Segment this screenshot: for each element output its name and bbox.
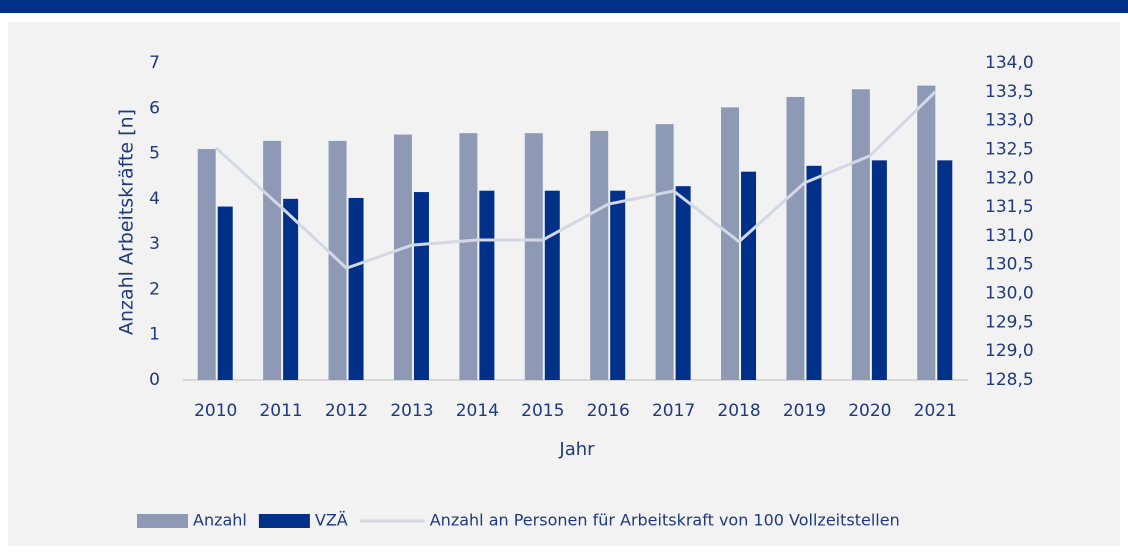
y-tick-label: 0 (149, 370, 160, 390)
bar (937, 160, 953, 380)
bar (263, 140, 282, 380)
bar (217, 206, 233, 380)
bar (871, 160, 887, 380)
legend-swatch (258, 514, 310, 528)
bar (393, 134, 412, 380)
y2-tick-label: 128,5 (985, 370, 1034, 390)
bar (721, 107, 740, 380)
legend-label: Anzahl an Personen für Arbeitskraft von … (430, 511, 900, 530)
y2-tick-label: 129,0 (985, 341, 1034, 361)
x-tick-label: 2013 (390, 401, 433, 421)
y-tick-label: 3 (149, 234, 160, 254)
y2-tick-label: 131,0 (985, 226, 1034, 246)
y-tick-label: 6 (149, 98, 160, 118)
bar (741, 171, 757, 380)
x-tick-label: 2021 (914, 401, 957, 421)
bar (917, 85, 936, 381)
x-tick-label: 2018 (717, 401, 760, 421)
y-tick-label: 7 (149, 53, 160, 73)
y2-tick-label: 131,5 (985, 197, 1034, 217)
legend-swatch (137, 514, 188, 528)
bar (590, 130, 609, 380)
bar (610, 190, 626, 380)
bar (197, 149, 216, 380)
y2-tick-label: 132,5 (985, 139, 1034, 159)
y-tick-label: 1 (149, 325, 160, 345)
y2-tick-label: 134,0 (985, 53, 1034, 73)
x-tick-label: 2016 (587, 401, 630, 421)
y2-tick-label: 129,5 (985, 312, 1034, 332)
legend-label: VZÄ (315, 511, 348, 530)
bar (348, 197, 364, 380)
x-tick-label: 2017 (652, 401, 695, 421)
bar (806, 165, 822, 380)
x-tick-label: 2012 (325, 401, 368, 421)
bar (459, 133, 478, 380)
x-tick-label: 2011 (259, 401, 302, 421)
y2-tick-label: 130,0 (985, 284, 1034, 304)
bar (851, 89, 870, 380)
bar (655, 124, 674, 380)
x-axis-title: Jahr (558, 439, 595, 460)
bar (479, 190, 495, 380)
bar (675, 186, 691, 380)
bar (524, 133, 543, 380)
x-tick-label: 2015 (521, 401, 564, 421)
y2-tick-label: 133,0 (985, 111, 1034, 131)
x-tick-label: 2019 (783, 401, 826, 421)
bar (786, 96, 805, 380)
y-axis-title: Anzahl Arbeitskräfte [n] (116, 109, 138, 335)
y2-tick-label: 130,5 (985, 255, 1034, 275)
legend-label: Anzahl (193, 511, 247, 530)
y2-tick-label: 132,0 (985, 168, 1034, 188)
bar (544, 190, 560, 380)
top-bar (0, 0, 1128, 13)
x-tick-label: 2020 (848, 401, 891, 421)
y-tick-label: 5 (149, 144, 160, 164)
line (214, 90, 937, 270)
bar (413, 192, 429, 380)
x-tick-label: 2014 (456, 401, 499, 421)
bar (283, 198, 299, 380)
y-tick-label: 2 (149, 279, 160, 299)
panel (8, 22, 1120, 546)
x-tick-label: 2010 (194, 401, 237, 421)
y-tick-label: 4 (149, 189, 160, 209)
y2-tick-label: 133,5 (985, 82, 1034, 102)
